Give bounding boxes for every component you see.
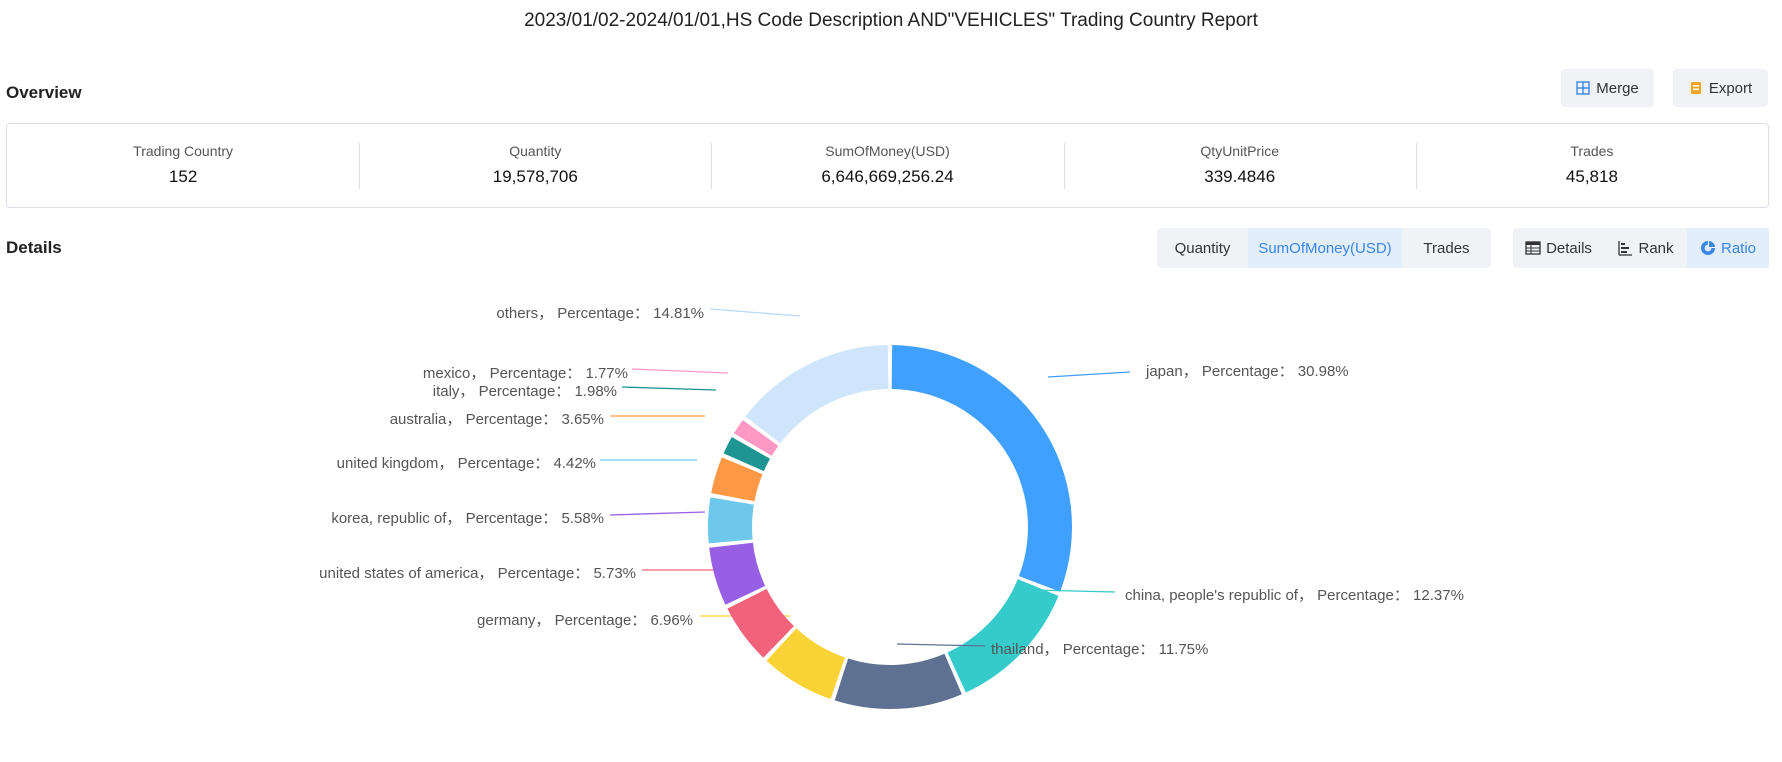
label-leader-line (631, 368, 729, 374)
table-icon (1525, 241, 1541, 255)
slice-label: italy， Percentage： 1.98% (433, 383, 617, 400)
slice-label: japan， Percentage： 30.98% (1145, 363, 1349, 380)
donut-slice-australia[interactable] (711, 457, 763, 502)
label-leader-line (709, 308, 801, 317)
stat-quantity: Quantity 19,578,706 (359, 141, 711, 191)
overview-title: Overview (6, 83, 82, 102)
donut-slice-korea-republic-of[interactable] (709, 542, 766, 605)
merge-label: Merge (1596, 79, 1639, 97)
stat-label: Quantity (509, 142, 562, 159)
stat-label: Trading Country (133, 142, 234, 159)
slice-label: germany， Percentage： 6.96% (477, 612, 693, 629)
stat-value: 152 (168, 166, 198, 186)
donut-slice-germany[interactable] (766, 628, 845, 700)
stat-trades: Trades 45,818 (1415, 141, 1768, 191)
export-button[interactable]: Export (1673, 69, 1768, 107)
stat-sum-of-money: SumOfMoney(USD) 6,646,669,256.24 (711, 141, 1063, 191)
slice-label: australia， Percentage： 3.65% (390, 411, 604, 428)
stat-value: 339.4846 (1204, 166, 1276, 186)
stat-qty-unit-price: QtyUnitPrice 339.4846 (1063, 141, 1416, 191)
export-icon (1690, 82, 1701, 94)
donut-slice-italy[interactable] (723, 437, 771, 472)
bar-rank-icon (1618, 241, 1633, 256)
details-title: Details (6, 238, 62, 257)
donut-slice-united-kingdom[interactable] (708, 497, 754, 544)
stat-trading-country: Trading Country 152 (7, 141, 359, 191)
tab-rank-label: Rank (1638, 239, 1674, 257)
donut-slice-thailand[interactable] (834, 653, 962, 709)
tab-trades[interactable]: Trades (1423, 239, 1470, 257)
ratio-donut-chart: japan， Percentage： 30.98% china, people's… (319, 305, 1464, 709)
label-leader-line (896, 643, 986, 647)
stat-label: Trades (1570, 142, 1614, 159)
stat-label: QtyUnitPrice (1200, 142, 1279, 159)
donut-slice-japan[interactable] (891, 345, 1073, 592)
donut-icon (1700, 240, 1716, 255)
label-leader-line (621, 386, 717, 391)
stat-value: 6,646,669,256.24 (821, 166, 954, 186)
metric-tabs: Quantity SumOfMoney(USD) Trades (1157, 228, 1491, 268)
donut-slice-united-states-of-america[interactable] (727, 588, 794, 658)
tab-quantity[interactable]: Quantity (1174, 239, 1231, 257)
view-tabs: Details Rank Ratio (1513, 228, 1769, 268)
label-leader-line (1031, 589, 1116, 593)
label-leader-line (1047, 371, 1131, 378)
donut-slice-others[interactable] (745, 345, 889, 444)
merge-button[interactable]: Merge (1561, 69, 1654, 107)
slice-label: united states of america， Percentage： 5.… (319, 565, 636, 582)
overview-stats: Trading Country 152 Quantity 19,578,706 … (6, 123, 1769, 208)
tab-details-label: Details (1546, 239, 1592, 257)
merge-icon (1576, 81, 1590, 95)
tab-rank[interactable]: Rank (1604, 228, 1687, 268)
slice-label: korea, republic of， Percentage： 5.58% (331, 510, 604, 527)
slice-label: mexico， Percentage： 1.77% (423, 365, 628, 382)
donut-slice-china-people-s-republic-of[interactable] (947, 579, 1059, 693)
slice-label: china, people's republic of， Percentage：… (1125, 587, 1464, 604)
stat-value: 45,818 (1565, 166, 1618, 186)
donut-slice-mexico[interactable] (733, 420, 779, 456)
tab-details[interactable]: Details (1513, 228, 1604, 268)
stat-value: 19,578,706 (492, 166, 578, 186)
tab-ratio-label: Ratio (1720, 239, 1757, 257)
stat-label: SumOfMoney(USD) (825, 142, 950, 159)
report-title: 2023/01/02-2024/01/01,HS Code Descriptio… (524, 10, 1258, 31)
label-leader-line (609, 511, 706, 516)
tab-sum-of-money[interactable]: SumOfMoney(USD) (1248, 228, 1402, 268)
tab-ratio[interactable]: Ratio (1687, 228, 1769, 268)
export-label: Export (1708, 79, 1753, 97)
slice-label: others， Percentage： 14.81% (496, 305, 704, 322)
slice-label: united kingdom， Percentage： 4.42% (337, 455, 596, 472)
slice-label: thailand， Percentage： 11.75% (991, 641, 1208, 658)
